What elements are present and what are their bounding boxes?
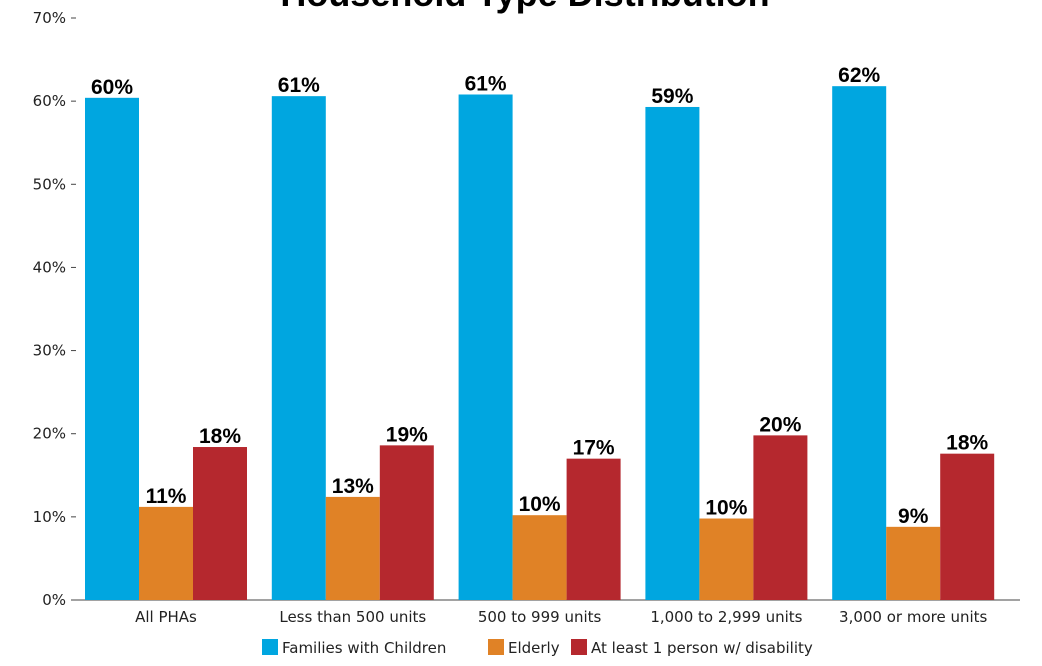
data-label: 19% bbox=[386, 423, 428, 446]
x-tick-label: Less than 500 units bbox=[279, 608, 426, 626]
data-label: 11% bbox=[146, 485, 187, 508]
bar bbox=[325, 496, 380, 600]
bar bbox=[940, 453, 995, 600]
bar bbox=[379, 445, 434, 600]
y-tick-label: 30% bbox=[33, 342, 66, 360]
bar bbox=[832, 86, 887, 601]
bar-group: 60% 11% 18% bbox=[85, 76, 247, 601]
x-tick-label: 3,000 or more units bbox=[839, 608, 988, 626]
x-axis-labels: All PHAs Less than 500 units 500 to 999 un… bbox=[135, 608, 987, 626]
legend-item: Elderly bbox=[488, 639, 560, 657]
bar bbox=[139, 506, 193, 600]
y-tick-label: 40% bbox=[33, 258, 66, 276]
bar bbox=[512, 515, 567, 600]
data-label: 17% bbox=[573, 437, 615, 460]
data-label: 18% bbox=[946, 432, 988, 455]
bar-group: 62% 9% 18% bbox=[832, 64, 995, 601]
y-tick-label: 10% bbox=[33, 508, 66, 526]
legend-swatch bbox=[571, 639, 587, 655]
bar bbox=[645, 106, 700, 600]
legend-label: At least 1 person w/ disability bbox=[591, 639, 813, 657]
bar bbox=[699, 518, 754, 600]
legend-item: At least 1 person w/ disability bbox=[571, 639, 813, 657]
x-tick-label: All PHAs bbox=[135, 608, 197, 626]
y-tick-label: 0% bbox=[42, 591, 66, 609]
data-label: 10% bbox=[705, 497, 747, 520]
data-label: 20% bbox=[759, 413, 801, 436]
bar bbox=[85, 97, 139, 601]
data-label: 9% bbox=[898, 505, 929, 528]
x-tick-label: 1,000 to 2,999 units bbox=[650, 608, 802, 626]
bar bbox=[753, 435, 808, 600]
legend: Families with Children Elderly At least 1 … bbox=[262, 639, 813, 657]
bar bbox=[193, 447, 247, 600]
data-label: 59% bbox=[651, 85, 693, 108]
y-tick-label: 50% bbox=[33, 175, 66, 193]
bar bbox=[566, 458, 621, 600]
data-label: 61% bbox=[465, 72, 507, 95]
chart-title: Household Type Distribution bbox=[280, 0, 769, 14]
legend-swatch bbox=[262, 639, 278, 655]
bar-group: 59% 10% 20% bbox=[645, 85, 808, 600]
y-axis: 0% 10% 20% 30% 40% 50% 60% 70% bbox=[33, 9, 76, 609]
x-tick-label: 500 to 999 units bbox=[478, 608, 602, 626]
legend-label: Elderly bbox=[508, 639, 560, 657]
data-label: 10% bbox=[519, 493, 561, 516]
legend-label: Families with Children bbox=[282, 639, 446, 657]
data-label: 13% bbox=[332, 475, 374, 498]
bar-group: 61% 13% 19% bbox=[271, 74, 434, 600]
legend-item: Families with Children bbox=[262, 639, 446, 657]
data-label: 60% bbox=[91, 76, 133, 99]
y-tick-label: 20% bbox=[33, 425, 66, 443]
bar bbox=[458, 94, 513, 601]
bar-group: 61% 10% 17% bbox=[458, 72, 621, 601]
legend-swatch bbox=[488, 639, 504, 655]
data-label: 61% bbox=[278, 74, 320, 97]
bar bbox=[886, 526, 941, 600]
bar-groups: 60% 11% 18% 61% 13% 19% 61% 10% 17% 59% 10% 20% 62% 9… bbox=[85, 64, 995, 601]
data-label: 18% bbox=[199, 425, 241, 448]
y-tick-label: 70% bbox=[33, 9, 66, 27]
data-label: 62% bbox=[838, 64, 880, 87]
y-tick-label: 60% bbox=[33, 92, 66, 110]
bar bbox=[271, 96, 326, 600]
